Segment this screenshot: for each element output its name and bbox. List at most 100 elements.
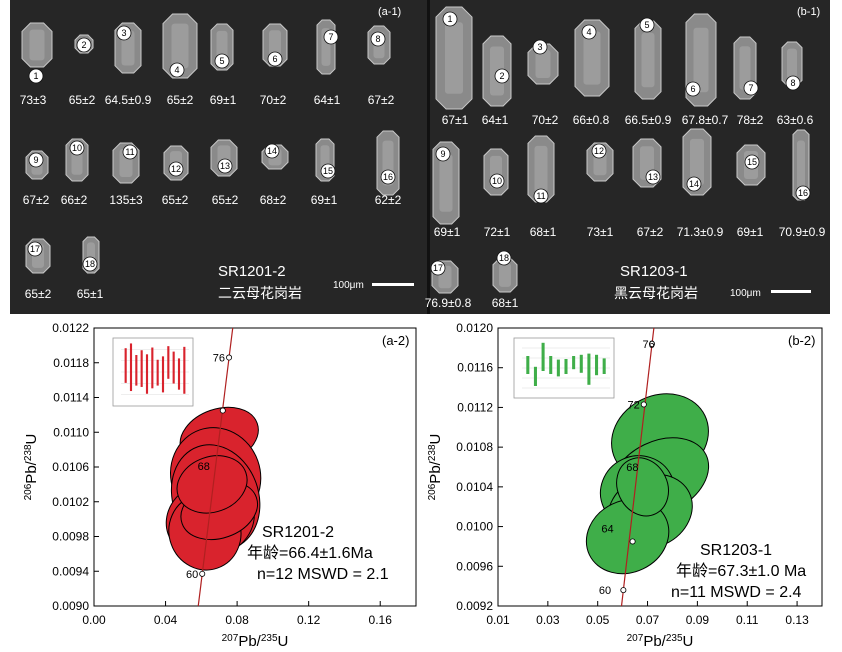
spot-age-label: 68±2 <box>260 193 287 207</box>
inset-age-bar <box>602 358 606 374</box>
zircon-grain-zoning <box>535 50 551 78</box>
x-tick-label: 0.01 <box>486 613 510 627</box>
chart-stats-a: n=12 MSWD = 2.1 <box>257 566 389 583</box>
spot-age-label: 135±3 <box>109 193 143 207</box>
analysis-spot <box>320 163 336 179</box>
inset-age-bar <box>167 346 170 379</box>
analysis-spot <box>533 188 549 204</box>
x-tick-label: 0.07 <box>636 613 660 627</box>
x-tick-label: 0.12 <box>297 613 321 627</box>
zircon-grain-a-7: 7 <box>316 19 339 75</box>
zircon-grain-zoning <box>445 22 463 94</box>
analysis-spot <box>744 154 760 170</box>
spot-age-label: 67±1 <box>442 113 469 127</box>
analysis-spot-number: 15 <box>747 157 757 167</box>
analysis-spot <box>435 146 451 162</box>
analysis-spot <box>380 169 396 185</box>
analysis-spot-number: 3 <box>537 42 542 52</box>
analysis-spot <box>27 241 43 257</box>
inset-age-bar <box>183 346 186 394</box>
chart-stats-b: n=11 MSWD = 2.4 <box>671 584 802 601</box>
zircon-grain-b-10: 10 <box>483 148 509 196</box>
analysis-spot <box>169 62 185 78</box>
zircon-grain-b-18: 18 <box>492 250 518 293</box>
analysis-spot-number: 9 <box>440 149 445 159</box>
inset-age-bar <box>156 359 159 386</box>
y-tick-label: 0.0112 <box>457 400 493 414</box>
spot-age-label: 66.5±0.9 <box>625 113 672 127</box>
zircon-grain-b-6: 6 <box>685 13 717 107</box>
spot-age-label: 69±1 <box>311 193 338 207</box>
zircon-grain-b-11: 11 <box>527 135 555 204</box>
analysis-spot <box>430 260 446 276</box>
scale-bar-b <box>771 290 811 293</box>
y-tick-label: 0.0122 <box>52 321 89 335</box>
analysis-spot <box>122 144 138 160</box>
y-tick-label: 0.0102 <box>52 495 89 509</box>
panel-label-b2: (b-2) <box>788 333 815 348</box>
spot-age-label: 69±1 <box>210 93 237 107</box>
y-tick-label: 0.0106 <box>52 460 89 474</box>
zircon-grain-a-15: 15 <box>315 138 336 182</box>
zircon-grain-b-13: 13 <box>632 138 662 188</box>
y-axis-label-a: 206Pb/238U <box>23 434 41 501</box>
analysis-spot-number: 5 <box>219 56 224 66</box>
concordia-chart-a: (a-2) 0.0090 0.0094 0.0098 0.0102 0.0106 0.01… <box>23 321 417 650</box>
chart-sample-a: SR1201-2 <box>262 524 334 541</box>
analysis-spot <box>217 158 233 174</box>
spot-age-label: 67.8±0.7 <box>682 113 729 127</box>
spot-age-label: 70±2 <box>260 93 287 107</box>
rock-type-a: 二云母花岗岩 <box>218 285 302 301</box>
cl-divider <box>427 0 430 314</box>
spot-age-label: 67±2 <box>23 193 50 207</box>
panel-label-b1: (b-1) <box>797 6 820 18</box>
y-tick-label: 0.0090 <box>52 599 89 613</box>
x-tick-label: 0.04 <box>154 613 178 627</box>
analysis-spot-number: 7 <box>328 32 333 42</box>
scale-label-a: 100μm <box>333 280 364 291</box>
zircon-grain-b-14: 14 <box>682 128 712 196</box>
rock-type-b: 黑云母花岗岩 <box>614 285 698 301</box>
analysis-spot <box>370 31 386 47</box>
analysis-spot-number: 18 <box>499 253 509 263</box>
concordia-curve <box>197 327 234 607</box>
y-tick-label: 0.0104 <box>456 480 493 494</box>
analysis-spot <box>496 250 512 266</box>
inset-age-bar <box>564 359 568 374</box>
spot-age-label: 72±1 <box>484 225 511 239</box>
analysis-spot <box>639 17 655 33</box>
analysis-spot <box>76 37 92 53</box>
zircon-grain-zoning <box>739 46 751 90</box>
spot-age-label: 78±2 <box>737 113 764 127</box>
concordia-chart-b: (b-2) 0.0092 0.0096 0.0100 0.0104 0.0108 0.01… <box>427 321 823 650</box>
analysis-spot <box>795 185 811 201</box>
analysis-spot <box>323 29 339 45</box>
x-tick-label: 0.16 <box>369 613 393 627</box>
zircon-grain-a-8: 8 <box>367 25 391 65</box>
zircon-grain-b-3: 3 <box>527 39 559 85</box>
scale-bar-a <box>372 283 414 286</box>
concordia-age-label: 68 <box>626 462 638 474</box>
analysis-spot-number: 17 <box>433 263 443 273</box>
analysis-spot-number: 10 <box>72 143 82 153</box>
y-tick-label: 0.0120 <box>456 321 493 335</box>
y-tick-label: 0.0094 <box>52 564 89 578</box>
zircon-grain-zoning <box>797 140 805 190</box>
zircon-grain-a-14: 14 <box>261 143 289 170</box>
x-tick-label: 0.00 <box>82 613 106 627</box>
zircon-grain-zoning <box>787 48 797 80</box>
concordia-age-label: 76 <box>213 353 225 365</box>
zircon-grain-zoning <box>534 145 548 193</box>
analysis-spot-number: 10 <box>492 176 502 186</box>
zircon-grain-b-8: 8 <box>781 41 803 91</box>
x-tick-label: 0.08 <box>225 613 249 627</box>
concordia-age-marker <box>629 538 636 545</box>
y-tick-label: 0.0116 <box>457 361 493 375</box>
inset-age-bar <box>587 353 591 385</box>
error-ellipse <box>616 457 669 517</box>
inset-age-bar <box>135 355 138 386</box>
y-axis-label-b: 206Pb/238U <box>427 434 445 501</box>
zircon-grain-zoning <box>690 138 704 186</box>
spot-age-label: 67±2 <box>637 225 664 239</box>
zircon-grain-zoning <box>499 263 511 287</box>
